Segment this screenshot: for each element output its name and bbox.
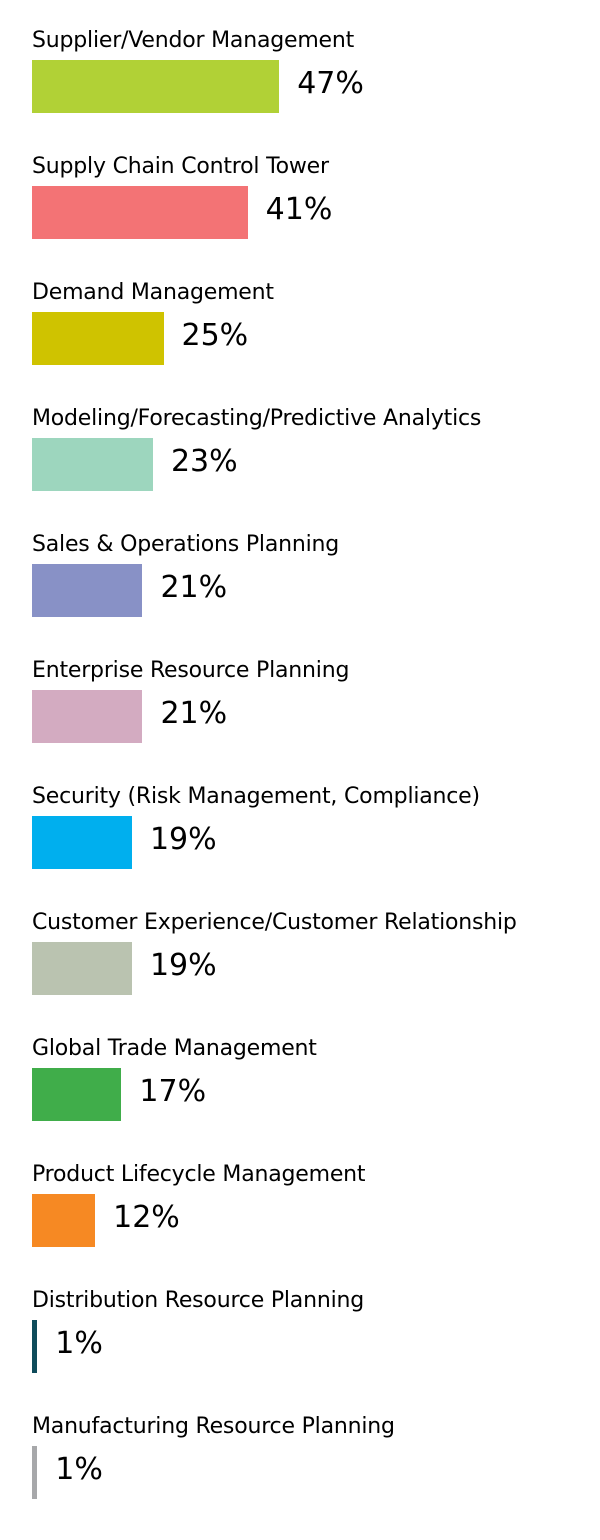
bar-group: Security (Risk Management, Compliance) 19… <box>32 756 592 869</box>
bar <box>32 438 153 491</box>
bar <box>32 312 164 365</box>
bar-value-label: 1% <box>55 1452 103 1487</box>
bar-category-label: Security (Risk Management, Compliance) <box>32 784 480 809</box>
bar-value-label: 23% <box>170 444 238 479</box>
bar <box>32 1194 96 1247</box>
bar-group: Customer Experience/Customer Relationshi… <box>32 882 592 995</box>
bar <box>32 1320 38 1373</box>
bar-value-label: 47% <box>297 66 364 101</box>
bar-group: Manufacturing Resource Planning 1% <box>32 1386 592 1499</box>
bar-category-label: Enterprise Resource Planning <box>32 658 350 683</box>
bar <box>32 564 143 617</box>
bar-value-label: 21% <box>160 696 228 731</box>
bar-value-label: 17% <box>139 1074 207 1109</box>
bar <box>32 186 248 239</box>
bar-value-label: 21% <box>160 570 228 605</box>
bar-value-label: 25% <box>181 318 249 353</box>
bar-category-label: Product Lifecycle Management <box>32 1162 366 1187</box>
bar-category-label: Distribution Resource Planning <box>32 1288 364 1313</box>
bar-group: Modeling/Forecasting/Predictive Analytic… <box>32 378 592 491</box>
bar-value-label: 41% <box>265 192 333 227</box>
bar-group: Enterprise Resource Planning 21% <box>32 630 592 743</box>
bar-category-label: Customer Experience/Customer Relationshi… <box>32 910 517 935</box>
bar-group: Sales & Operations Planning 21% <box>32 504 592 617</box>
bar-category-label: Global Trade Management <box>32 1036 317 1061</box>
bar-group: Supply Chain Control Tower 41% <box>32 126 592 239</box>
bar-value-label: 19% <box>149 822 217 857</box>
bar-value-label: 19% <box>149 948 217 983</box>
bar <box>32 816 132 869</box>
bar-value-label: 1% <box>55 1326 103 1361</box>
bar-group: Global Trade Management 17% <box>32 1008 592 1121</box>
bar <box>32 1446 38 1499</box>
bar <box>32 690 143 743</box>
bar-category-label: Supply Chain Control Tower <box>32 154 329 179</box>
bar-category-label: Demand Management <box>32 280 274 305</box>
bar-group: Product Lifecycle Management 12% <box>32 1134 592 1247</box>
bar-group: Supplier/Vendor Management 47% <box>32 0 592 113</box>
bar-group: Demand Management 25% <box>32 252 592 365</box>
bar-value-label: 12% <box>113 1200 180 1235</box>
bar <box>32 60 280 113</box>
bar-group: Distribution Resource Planning 1% <box>32 1260 592 1373</box>
bar <box>32 942 132 995</box>
bar <box>32 1068 122 1121</box>
bar-category-label: Modeling/Forecasting/Predictive Analytic… <box>32 406 482 431</box>
bar-category-label: Manufacturing Resource Planning <box>32 1414 395 1439</box>
bar-category-label: Sales & Operations Planning <box>32 532 340 557</box>
bar-category-label: Supplier/Vendor Management <box>32 28 355 53</box>
